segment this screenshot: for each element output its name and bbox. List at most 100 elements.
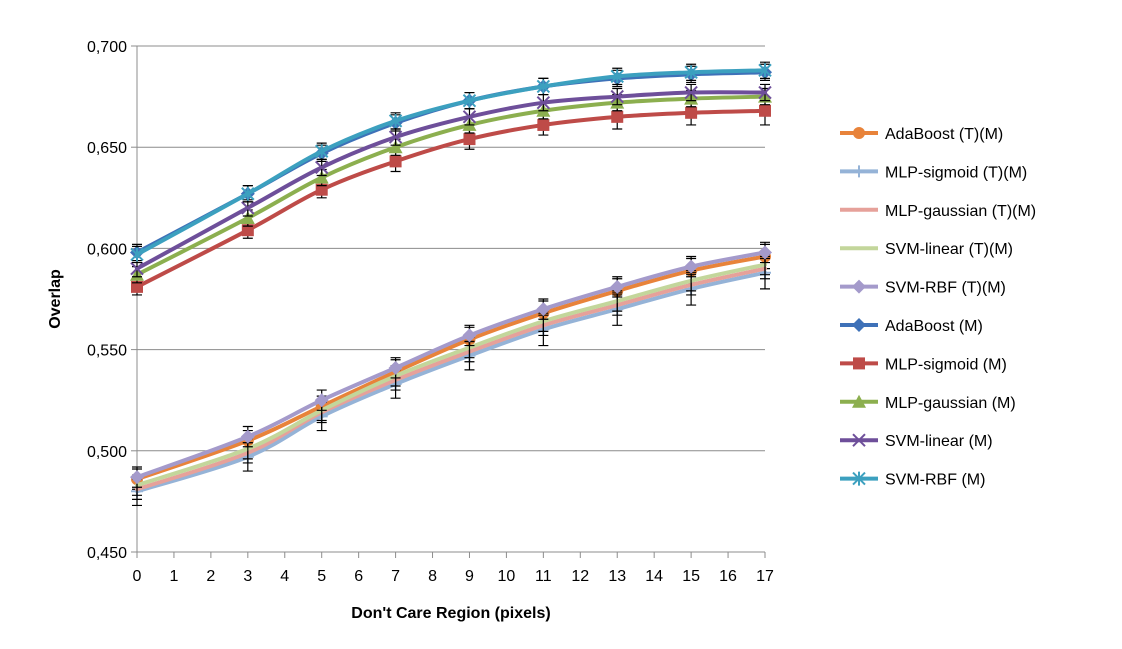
data-point bbox=[314, 144, 329, 159]
gridlines bbox=[137, 45, 765, 452]
data-point bbox=[130, 470, 144, 485]
data-point bbox=[130, 247, 144, 262]
legend-marker bbox=[853, 357, 865, 370]
data-point bbox=[610, 279, 625, 294]
data-point bbox=[315, 183, 328, 196]
x-tick-label: 7 bbox=[391, 568, 400, 585]
x-tick-label: 12 bbox=[571, 568, 589, 585]
data-point bbox=[536, 95, 551, 110]
x-tick-label: 11 bbox=[535, 568, 552, 585]
legend: AdaBoost (T)(M) MLP-sigmoid (T)(M) MLP-gau… bbox=[840, 126, 1036, 489]
data-point bbox=[240, 211, 255, 225]
legend-marker bbox=[852, 471, 866, 486]
legend-marker bbox=[853, 165, 865, 178]
x-tick-label: 6 bbox=[354, 568, 363, 585]
data-point bbox=[462, 328, 477, 343]
data-point bbox=[241, 186, 255, 201]
series-line bbox=[135, 266, 767, 492]
legend-item: SVM-linear (T)(M) bbox=[840, 241, 1013, 258]
legend-item: AdaBoost (T)(M) bbox=[840, 126, 1003, 143]
legend-item: SVM-RBF (T)(M) bbox=[840, 279, 1006, 297]
data-point bbox=[536, 302, 551, 317]
data-point bbox=[684, 85, 698, 100]
series-3 bbox=[132, 253, 770, 496]
legend-label: SVM-linear (T)(M) bbox=[885, 241, 1013, 258]
legend-label: SVM-RBF (T)(M) bbox=[885, 280, 1006, 297]
x-tick-label: 9 bbox=[465, 568, 474, 585]
y-tick-label: 0,650 bbox=[87, 140, 127, 157]
data-point bbox=[685, 106, 698, 119]
data-point bbox=[314, 170, 329, 184]
legend-marker bbox=[852, 279, 866, 294]
legend-marker bbox=[852, 394, 866, 408]
series-4 bbox=[130, 241, 772, 488]
data-point bbox=[462, 93, 477, 108]
y-tick-label: 0,500 bbox=[87, 444, 127, 461]
series-8 bbox=[130, 83, 772, 278]
data-point bbox=[389, 155, 402, 168]
data-point bbox=[537, 118, 550, 131]
series-line bbox=[135, 108, 767, 289]
legend-label: AdaBoost (T)(M) bbox=[885, 126, 1003, 143]
data-point bbox=[758, 63, 772, 78]
data-point bbox=[314, 393, 329, 408]
y-axis-title: Overlap bbox=[47, 269, 64, 329]
legend-item: MLP-sigmoid (T)(M) bbox=[840, 164, 1027, 181]
data-point bbox=[611, 110, 624, 123]
y-tick-label: 0,550 bbox=[87, 343, 127, 360]
data-point bbox=[758, 85, 772, 100]
series-0 bbox=[131, 243, 771, 490]
data-point bbox=[610, 89, 624, 104]
legend-item: SVM-RBF (M) bbox=[840, 471, 985, 489]
data-point bbox=[684, 259, 699, 274]
data-point bbox=[131, 280, 143, 293]
series-line bbox=[135, 262, 767, 488]
legend-label: AdaBoost (M) bbox=[885, 318, 983, 335]
x-tick-label: 8 bbox=[428, 568, 437, 585]
y-tick-label: 0,700 bbox=[87, 39, 127, 56]
legend-label: MLP-gaussian (T)(M) bbox=[885, 203, 1036, 220]
x-tick-label: 13 bbox=[608, 568, 626, 585]
y-axis-ticks: 0,450 0,500 0,550 0,600 0,650 0,700 bbox=[87, 39, 127, 562]
data-point bbox=[536, 79, 551, 94]
data-point bbox=[241, 201, 255, 215]
legend-item: AdaBoost (M) bbox=[840, 318, 983, 335]
legend-label: SVM-RBF (M) bbox=[885, 472, 985, 489]
legend-marker bbox=[852, 433, 866, 447]
data-point bbox=[462, 110, 477, 124]
series-line bbox=[135, 90, 767, 271]
series-1 bbox=[131, 255, 771, 507]
legend-item: SVM-linear (M) bbox=[840, 433, 993, 450]
plot-area bbox=[130, 61, 772, 507]
x-tick-label: 0 bbox=[133, 568, 142, 585]
y-tick-label: 0,450 bbox=[87, 545, 127, 562]
x-tick-label: 16 bbox=[719, 568, 737, 585]
x-tick-label: 1 bbox=[169, 568, 178, 585]
data-point bbox=[388, 130, 403, 144]
x-tick-label: 2 bbox=[206, 568, 215, 585]
legend-label: MLP-sigmoid (T)(M) bbox=[885, 164, 1027, 181]
legend-label: SVM-linear (M) bbox=[885, 433, 993, 450]
data-point bbox=[241, 224, 254, 237]
data-point bbox=[759, 104, 771, 117]
legend-label: MLP-gaussian (M) bbox=[885, 395, 1016, 412]
series-9 bbox=[130, 61, 772, 264]
x-tick-label: 17 bbox=[756, 568, 774, 585]
series-7 bbox=[130, 87, 772, 284]
x-axis-ticks: 0 1 2 3 4 5 6 7 8 9 10 11 12 13 14 15 16 17 bbox=[133, 568, 774, 585]
data-point bbox=[314, 160, 329, 175]
data-point bbox=[388, 140, 403, 154]
x-tick-label: 4 bbox=[280, 568, 289, 585]
x-tick-label: 3 bbox=[243, 568, 252, 585]
legend-item: MLP-sigmoid (M) bbox=[840, 356, 1007, 373]
data-point bbox=[463, 133, 476, 146]
x-tick-label: 5 bbox=[317, 568, 326, 585]
data-point bbox=[684, 65, 698, 80]
data-point bbox=[610, 69, 624, 84]
y-tick-label: 0,600 bbox=[87, 241, 127, 258]
data-point bbox=[130, 261, 144, 276]
data-point bbox=[388, 360, 403, 375]
x-tick-label: 14 bbox=[645, 568, 663, 585]
legend-item: MLP-gaussian (M) bbox=[840, 394, 1016, 412]
